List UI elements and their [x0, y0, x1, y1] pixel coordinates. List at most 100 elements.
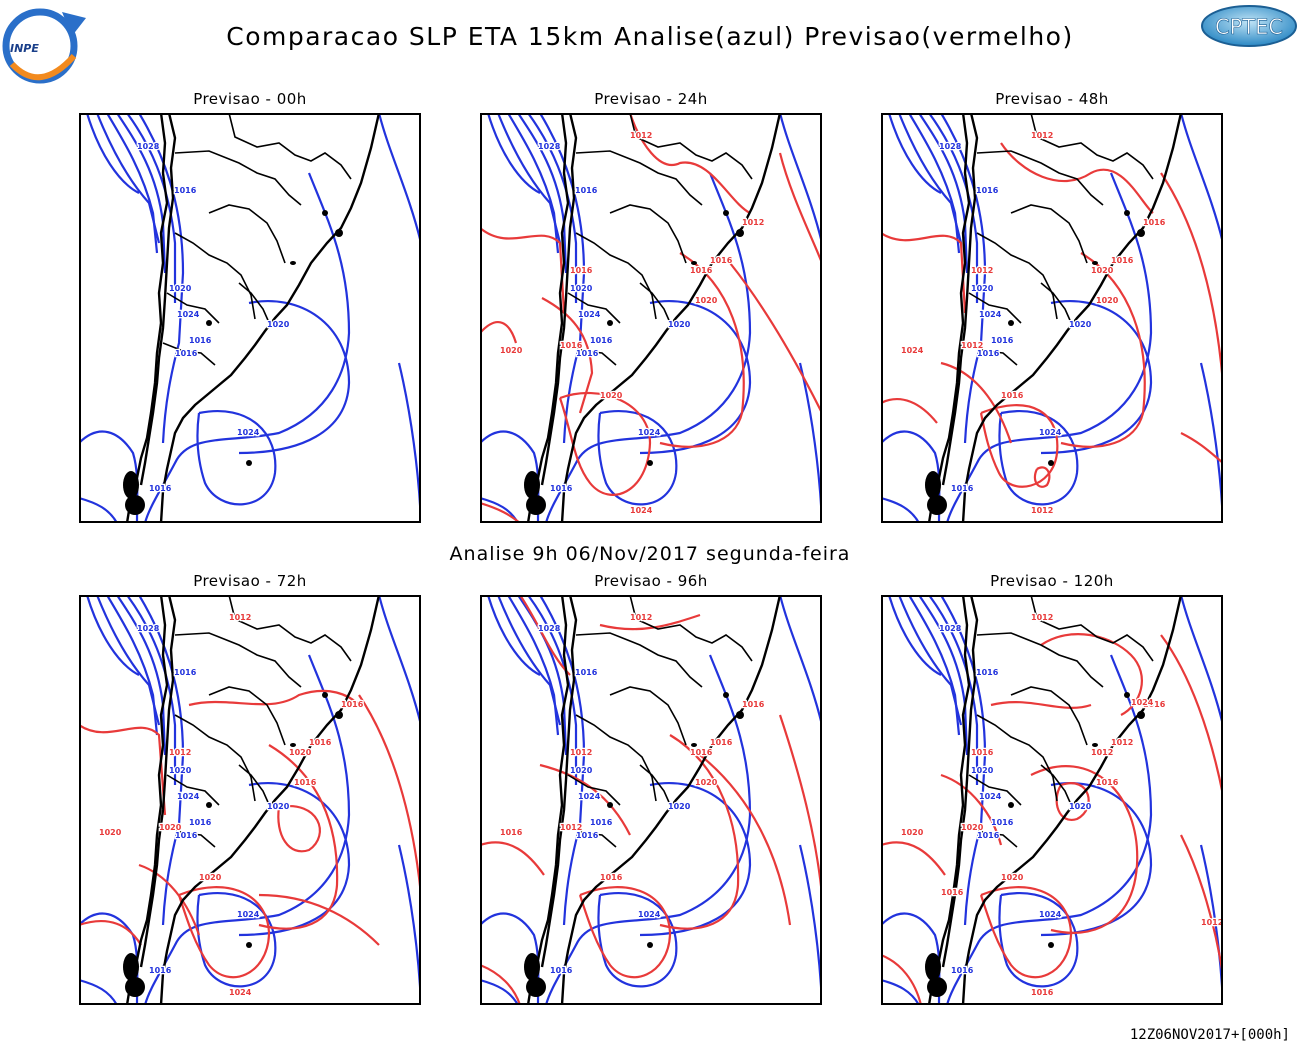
border-line [1040, 764, 1074, 810]
analysis-isobar [507, 595, 560, 736]
forecast-isobar-label: 1020 [1091, 266, 1114, 275]
forecast-isobar-label: 1012 [971, 266, 993, 275]
border-line [166, 292, 220, 324]
analysis-isobar [918, 595, 969, 756]
forecast-isobar [699, 754, 792, 926]
land-feature [691, 261, 697, 265]
map-panel-24h: 1028 1016 1020 1024 1016 1020 1016 1024 1016 1012… [480, 113, 822, 523]
analysis-isobar-label: 1016 [991, 336, 1014, 345]
land-feature [647, 942, 653, 948]
forecast-isobar-label: 1024 [901, 346, 924, 355]
map-panel-00h: 1028 1016 1020 1024 1016 1020 1016 1024 1016 [79, 113, 421, 523]
border-line [174, 232, 256, 320]
forecast-isobar-label: 1012 [1031, 613, 1053, 622]
analysis-isobar [897, 113, 963, 244]
border-line [162, 342, 216, 366]
forecast-isobar [177, 886, 271, 979]
analysis-isobar [377, 113, 421, 244]
analysis-isobar [496, 113, 562, 244]
border-line [1030, 595, 1154, 662]
forecast-isobar [1040, 633, 1143, 716]
analysis-isobar [116, 595, 167, 756]
forecast-isobar [940, 361, 1013, 444]
land-feature [1008, 802, 1014, 808]
land-feature [524, 953, 540, 981]
analysis-isobar-label: 1024 [979, 310, 1002, 319]
forecast-isobar-label: 1020 [159, 823, 182, 832]
forecast-isobar [480, 963, 522, 1005]
forecast-isobar [258, 893, 380, 946]
analysis-isobar [527, 595, 578, 785]
map-panel-96h: 1028 1016 1020 1024 1016 1020 1016 1024 1016 1012… [480, 595, 822, 1005]
coastline [560, 113, 782, 523]
analysis-isobar [116, 113, 167, 274]
forecast-isobar [480, 321, 518, 344]
analysis-isobar [79, 496, 118, 523]
border-line [1030, 113, 1154, 180]
map-svg: 1028101610201024101610201016102410161012… [881, 595, 1223, 1005]
land-feature [1048, 942, 1054, 948]
analysis-isobar [527, 113, 578, 303]
border-line [976, 232, 1058, 320]
coastline [961, 113, 1183, 523]
analysis-isobar [539, 595, 586, 926]
forecast-isobar-label: 1012 [560, 823, 582, 832]
forecast-isobar-label: 1012 [1031, 131, 1053, 140]
border-line [1040, 282, 1074, 328]
analysis-isobar-label: 1016 [991, 818, 1014, 827]
analysis-isobar-label: 1028 [137, 142, 160, 151]
analysis-date-label: Analise 9h 06/Nov/2017 segunda-feira [449, 543, 851, 565]
coastline [526, 595, 570, 1005]
border-line [609, 686, 687, 746]
forecast-isobar [480, 227, 566, 314]
forecast-isobar-label: 1012 [1031, 506, 1053, 515]
analysis-isobar-label: 1016 [576, 349, 599, 358]
analysis-isobar-label: 1020 [267, 320, 290, 329]
analysis-isobar-label: 1016 [951, 966, 974, 975]
land-feature [1008, 320, 1014, 326]
land-feature [206, 802, 212, 808]
land-feature [125, 977, 145, 997]
forecast-isobar [541, 297, 594, 414]
analysis-isobar [496, 595, 562, 726]
forecast-isobar-label: 1016 [341, 700, 364, 709]
forecast-isobar-label: 1016 [600, 873, 623, 882]
analysis-isobar-label: 1020 [267, 802, 290, 811]
analysis-isobar [597, 892, 678, 988]
border-line [1010, 204, 1088, 264]
analysis-isobar [887, 595, 942, 676]
border-line [174, 150, 302, 206]
analysis-isobar [85, 595, 140, 676]
land-feature [290, 261, 296, 265]
land-feature [1137, 711, 1145, 719]
analysis-isobar-label: 1020 [1069, 802, 1092, 811]
border-line [629, 595, 753, 662]
panel-title-96h: Previsao - 96h [594, 572, 708, 590]
analysis-isobar-label: 1020 [668, 320, 691, 329]
analysis-isobar [79, 978, 118, 1005]
analysis-isobar-label: 1024 [177, 310, 200, 319]
border-line [166, 774, 220, 806]
coastline [540, 113, 578, 486]
analysis-isobar-label: 1016 [575, 186, 598, 195]
land-feature [736, 711, 744, 719]
analysis-isobar [143, 654, 351, 1005]
forecast-isobar [881, 953, 923, 1005]
forecast-isobar [480, 841, 545, 876]
border-line [639, 764, 673, 810]
analysis-isobar [196, 892, 277, 988]
border-line [968, 292, 1022, 324]
analysis-isobar-label: 1028 [939, 624, 962, 633]
border-line [575, 232, 657, 320]
analysis-isobar [1040, 782, 1153, 937]
analysis-isobar-label: 1016 [951, 484, 974, 493]
forecast-isobar-label: 1012 [630, 613, 652, 622]
analysis-isobar [928, 595, 979, 785]
land-feature [925, 953, 941, 981]
analysis-isobar [480, 978, 519, 1005]
analysis-isobar [597, 410, 678, 506]
analysis-isobar-label: 1024 [1039, 428, 1062, 437]
analysis-isobar-label: 1020 [668, 802, 691, 811]
analysis-isobar [126, 113, 177, 303]
analysis-isobar [928, 113, 979, 303]
